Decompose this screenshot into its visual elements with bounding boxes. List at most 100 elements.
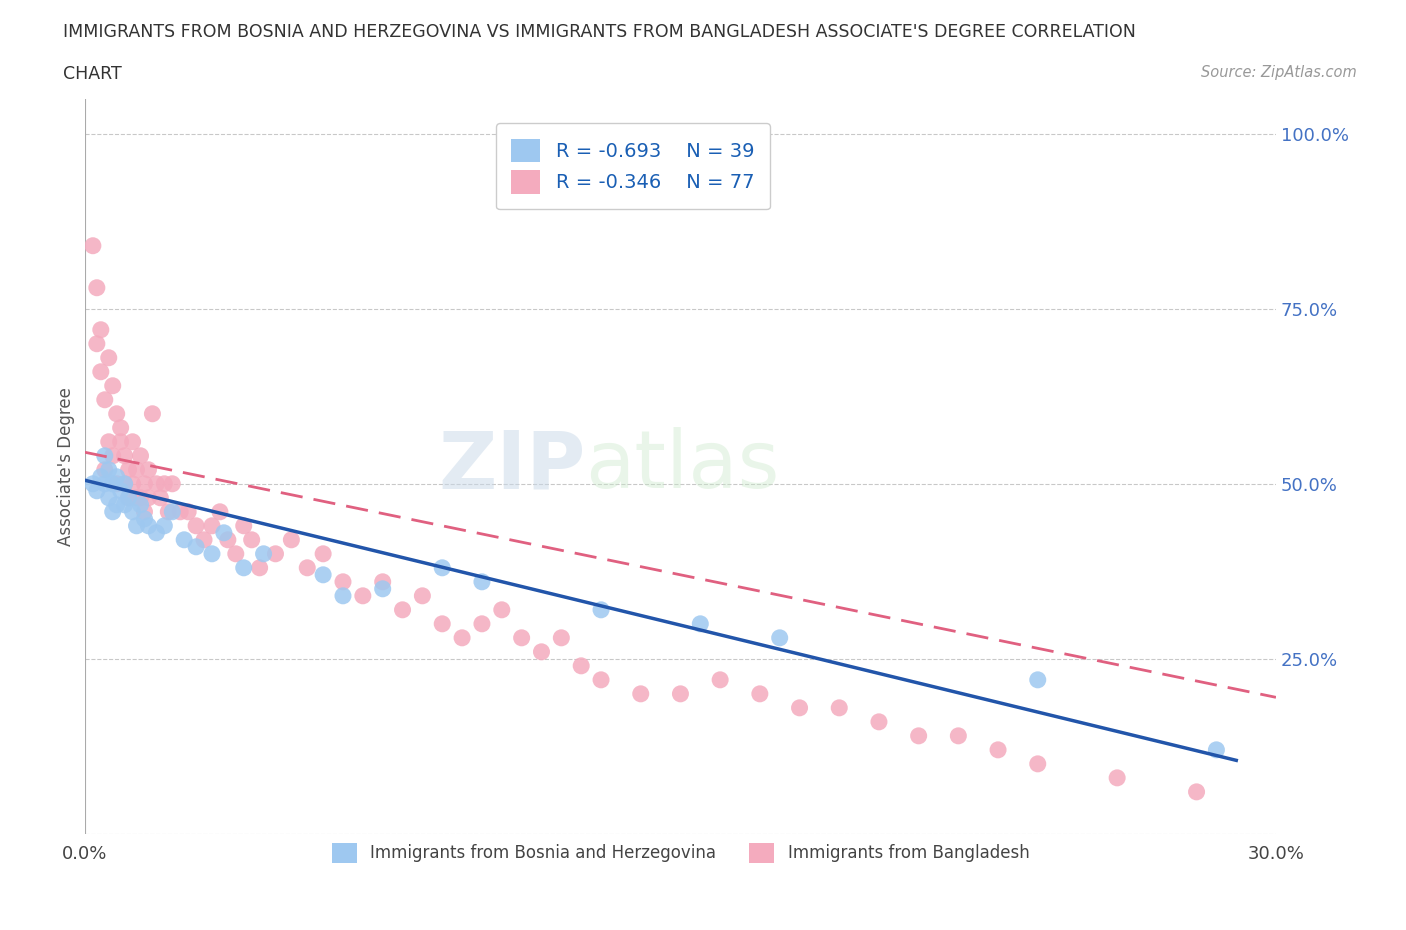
Point — [125, 490, 148, 505]
Point — [1205, 742, 1227, 757]
Point — [105, 406, 128, 421]
Point — [121, 504, 143, 519]
Point — [1026, 672, 1049, 687]
Point — [97, 490, 120, 505]
Point — [129, 490, 152, 505]
Point — [232, 518, 254, 533]
Point — [589, 672, 612, 687]
Point — [90, 323, 112, 338]
Point — [232, 561, 254, 576]
Point — [114, 476, 136, 491]
Point — [868, 714, 890, 729]
Text: atlas: atlas — [585, 427, 779, 505]
Point — [391, 603, 413, 618]
Point — [101, 476, 124, 491]
Point — [630, 686, 652, 701]
Point — [138, 518, 160, 533]
Point — [208, 504, 231, 519]
Text: Source: ZipAtlas.com: Source: ZipAtlas.com — [1201, 65, 1357, 80]
Y-axis label: Associate's Degree: Associate's Degree — [58, 387, 75, 546]
Point — [312, 567, 335, 582]
Point — [162, 504, 184, 519]
Point — [145, 525, 167, 540]
Point — [105, 498, 128, 512]
Point — [114, 476, 136, 491]
Point — [149, 490, 172, 505]
Point — [689, 617, 711, 631]
Point — [432, 617, 454, 631]
Point — [94, 448, 117, 463]
Point — [94, 476, 117, 491]
Point — [201, 546, 224, 561]
Point — [987, 742, 1010, 757]
Point — [264, 546, 287, 561]
Point — [129, 448, 152, 463]
Point — [471, 575, 494, 590]
Text: CHART: CHART — [63, 65, 122, 83]
Point — [769, 631, 792, 645]
Point — [471, 617, 494, 631]
Point — [1026, 756, 1049, 771]
Point — [569, 658, 592, 673]
Point — [411, 589, 433, 604]
Point — [138, 462, 160, 477]
Point — [101, 448, 124, 463]
Point — [94, 462, 117, 477]
Point — [97, 462, 120, 477]
Point — [669, 686, 692, 701]
Point — [948, 728, 970, 743]
Point — [371, 575, 394, 590]
Point — [332, 589, 354, 604]
Point — [134, 476, 156, 491]
Point — [352, 589, 374, 604]
Point — [82, 238, 104, 253]
Point — [510, 631, 533, 645]
Point — [1185, 784, 1208, 799]
Point — [145, 476, 167, 491]
Point — [451, 631, 474, 645]
Point — [297, 561, 319, 576]
Point — [110, 434, 132, 449]
Point — [184, 539, 207, 554]
Point — [121, 434, 143, 449]
Point — [177, 504, 200, 519]
Point — [117, 462, 139, 477]
Point — [125, 462, 148, 477]
Point — [217, 532, 239, 547]
Point — [105, 476, 128, 491]
Point — [153, 518, 176, 533]
Point — [252, 546, 274, 561]
Point — [907, 728, 929, 743]
Point — [110, 420, 132, 435]
Point — [162, 476, 184, 491]
Point — [90, 365, 112, 379]
Point — [748, 686, 770, 701]
Point — [201, 518, 224, 533]
Point — [94, 392, 117, 407]
Point — [153, 476, 176, 491]
Point — [138, 490, 160, 505]
Point — [169, 504, 191, 519]
Point — [134, 512, 156, 526]
Point — [332, 575, 354, 590]
Point — [212, 525, 235, 540]
Point — [225, 546, 247, 561]
Point — [90, 470, 112, 485]
Point — [1107, 770, 1129, 785]
Point — [114, 498, 136, 512]
Point — [193, 532, 215, 547]
Point — [97, 434, 120, 449]
Point — [491, 603, 513, 618]
Point — [134, 504, 156, 519]
Point — [82, 476, 104, 491]
Point — [86, 280, 108, 295]
Point — [117, 490, 139, 505]
Point — [249, 561, 271, 576]
Point — [240, 532, 263, 547]
Point — [125, 518, 148, 533]
Text: ZIP: ZIP — [437, 427, 585, 505]
Point — [550, 631, 572, 645]
Point — [184, 518, 207, 533]
Point — [114, 448, 136, 463]
Point — [129, 498, 152, 512]
